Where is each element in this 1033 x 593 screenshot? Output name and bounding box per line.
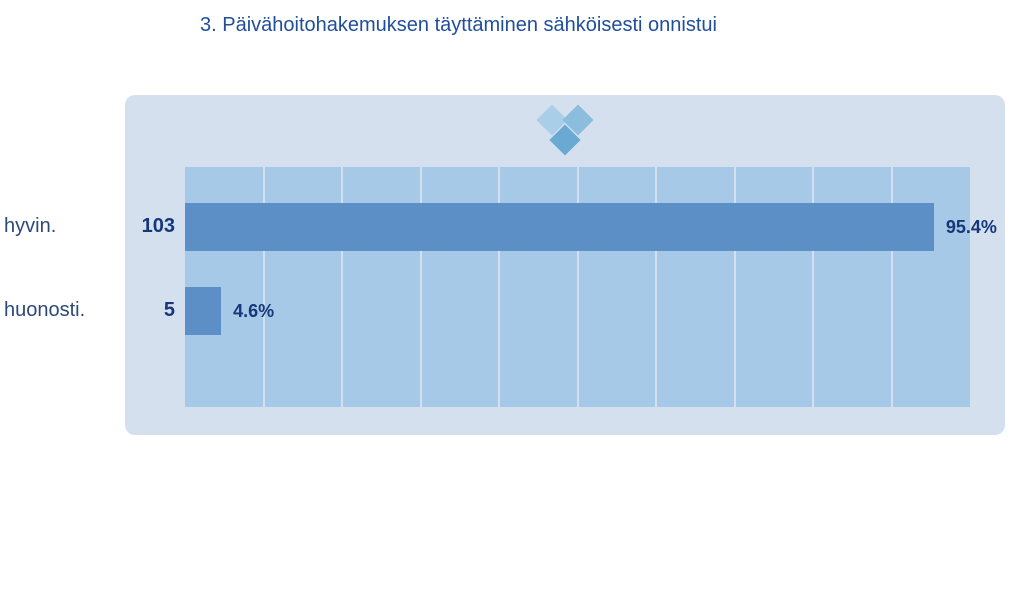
plot-area: 95.4%4.6% xyxy=(185,167,970,407)
category-label: huonosti. xyxy=(4,299,85,322)
count-label: 5 xyxy=(131,299,175,322)
percent-label: 95.4% xyxy=(946,217,997,238)
decor-diamonds xyxy=(535,109,595,159)
bar xyxy=(185,203,934,251)
percent-label: 4.6% xyxy=(233,301,274,322)
count-label: 103 xyxy=(131,215,175,238)
chart-title: 3. Päivähoitohakemuksen täyttäminen sähk… xyxy=(200,12,720,39)
chart-panel: 95.4% 4.6% xyxy=(125,95,1005,435)
bar xyxy=(185,287,221,335)
category-label: hyvin. xyxy=(4,215,56,238)
